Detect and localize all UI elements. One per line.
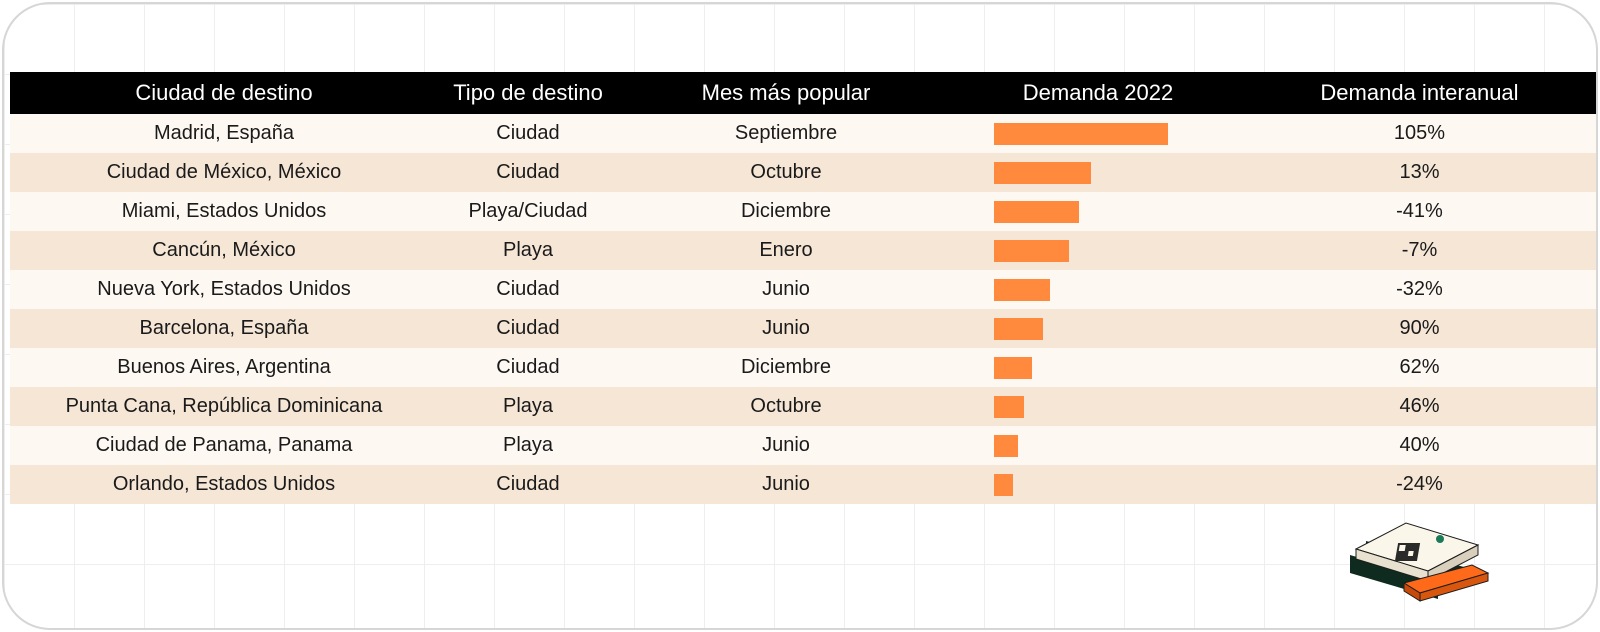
type-cell: Ciudad [496,473,560,495]
demand-bar-cell [954,473,1242,496]
table-row: Barcelona, España Ciudad Junio 90% [10,309,1596,348]
yoy-cell: 13% [1399,161,1440,183]
type-cell: Ciudad [496,278,560,300]
demand-bar [994,356,1033,379]
yoy-cell: 62% [1399,356,1440,378]
table-row: Madrid, España Ciudad Septiembre 105% [10,114,1596,153]
demand-bar [994,200,1080,223]
city-cell: Nueva York, Estados Unidos [97,278,351,300]
type-cell: Ciudad [496,161,560,183]
demand-bar [994,395,1024,418]
demand-bar-cell [954,356,1242,379]
boarding-pass-icon [1350,522,1490,602]
city-cell: Ciudad de Panama, Panama [95,434,353,456]
demand-bar [994,317,1043,340]
city-cell: Madrid, España [153,122,295,144]
city-cell: Miami, Estados Unidos [121,200,327,222]
header-yoy: Demanda interanual [1320,80,1519,105]
yoy-cell: 40% [1399,434,1440,456]
type-cell: Playa [502,434,554,456]
month-cell: Junio [762,473,810,495]
yoy-cell: -7% [1401,239,1438,261]
header-city: Ciudad de destino [135,80,313,105]
table-row: Ciudad de México, México Ciudad Octubre 13% [10,153,1596,192]
month-cell: Octubre [750,161,822,183]
city-cell: Ciudad de México, México [106,161,342,183]
yoy-cell: 105% [1393,122,1446,144]
demand-bar [994,278,1050,301]
table-row: Cancún, México Playa Enero -7% [10,231,1596,270]
type-cell: Ciudad [496,122,560,144]
yoy-cell: -24% [1396,473,1443,495]
demand-bar-cell [954,122,1242,145]
type-cell: Ciudad [496,356,560,378]
table-row: Punta Cana, República Dominicana Playa Oct… [10,387,1596,426]
type-cell: Ciudad [496,317,560,339]
month-cell: Junio [762,278,810,300]
month-cell: Diciembre [740,356,832,378]
table-row: Orlando, Estados Unidos Ciudad Junio -24% [10,465,1596,504]
demand-bar-cell [954,317,1242,340]
table-row: Ciudad de Panama, Panama Playa Junio 40% [10,426,1596,465]
month-cell: Diciembre [740,200,832,222]
month-cell: Octubre [750,395,822,417]
demand-bar [994,434,1019,457]
demand-bar-cell [954,161,1242,184]
destinations-table: Ciudad de destino Tipo de destino Mes má… [10,72,1596,504]
demand-bar [994,161,1092,184]
header-type: Tipo de destino [453,80,603,105]
demand-bar-cell [954,239,1242,262]
table-body: Madrid, España Ciudad Septiembre 105% Ciudad… [10,114,1596,504]
demand-bar-cell [954,395,1242,418]
demand-bar [994,473,1014,496]
month-cell: Septiembre [734,122,838,144]
yoy-cell: -32% [1396,278,1443,300]
table-row: Buenos Aires, Argentina Ciudad Diciembre 62… [10,348,1596,387]
city-cell: Cancún, México [152,239,296,261]
type-cell: Playa [502,395,554,417]
month-cell: Junio [762,317,810,339]
header-demand-2022: Demanda 2022 [1022,80,1174,105]
city-cell: Punta Cana, República Dominicana [65,395,383,417]
yoy-cell: -41% [1396,200,1443,222]
city-cell: Buenos Aires, Argentina [117,356,331,378]
yoy-cell: 90% [1399,317,1440,339]
type-cell: Playa [502,239,554,261]
table-row: Nueva York, Estados Unidos Ciudad Junio -32… [10,270,1596,309]
demand-bar-cell [954,200,1242,223]
city-cell: Orlando, Estados Unidos [112,473,336,495]
type-cell: Playa/Ciudad [468,200,588,222]
demand-bar [994,239,1069,262]
demand-bar-cell [954,278,1242,301]
table-row: Miami, Estados Unidos Playa/Ciudad Diciemb… [10,192,1596,231]
month-cell: Junio [762,434,810,456]
header-month: Mes más popular [701,80,871,105]
table-header: Ciudad de destino Tipo de destino Mes má… [10,72,1596,114]
city-cell: Barcelona, España [139,317,309,339]
demand-bar-cell [954,434,1242,457]
demand-bar [994,122,1168,145]
yoy-cell: 46% [1399,395,1440,417]
month-cell: Enero [759,239,813,261]
